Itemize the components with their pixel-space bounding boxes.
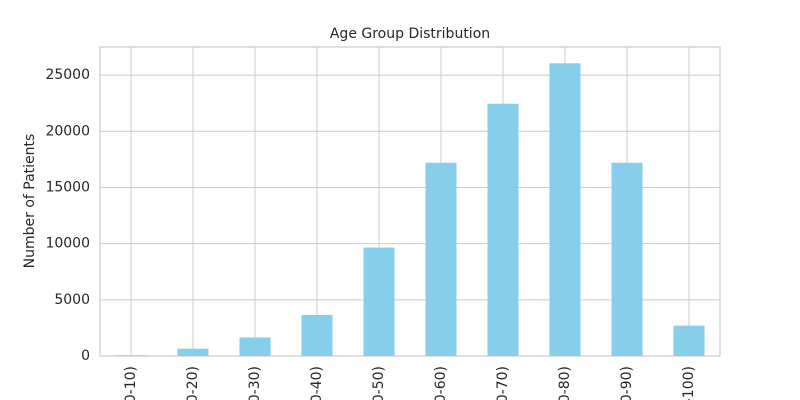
x-tick-label: [90-100) [681,366,697,400]
bar [673,325,705,356]
x-tick-label: [40-50) [371,366,387,400]
bar [301,314,333,356]
y-tick-label: 15000 [45,179,90,195]
x-tick-label: [30-40) [309,366,325,400]
bar [425,162,457,356]
y-tick-label: 10000 [45,236,90,252]
x-tick-label: [0-10) [123,366,139,400]
chart-title: Age Group Distribution [330,26,490,42]
bar [115,355,147,356]
y-axis-label: Number of Patients [22,134,38,269]
bar [239,337,271,356]
x-tick-label: [80-90) [619,366,635,400]
x-tick-label: [60-70) [495,366,511,400]
bar [487,103,519,356]
y-tick-label: 0 [81,348,90,364]
x-tick-label: [20-30) [247,366,263,400]
x-tick-label: [50-60) [433,366,449,400]
y-tick-label: 5000 [54,292,90,308]
y-tick-label: 25000 [45,67,90,83]
bar [177,348,209,356]
x-tick-label: [10-20) [185,366,201,400]
x-tick-label: [70-80) [557,366,573,400]
y-tick-label: 20000 [45,123,90,139]
bar [549,63,581,357]
bar [611,162,643,356]
bar [363,247,395,356]
